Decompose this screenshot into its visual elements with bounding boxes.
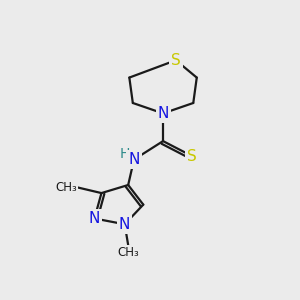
Text: N: N (119, 217, 130, 232)
Text: N: N (158, 106, 169, 121)
Text: N: N (89, 211, 100, 226)
Text: S: S (171, 53, 181, 68)
Text: N: N (128, 152, 140, 167)
Text: H: H (119, 147, 130, 161)
Text: CH₃: CH₃ (117, 246, 139, 259)
Text: CH₃: CH₃ (55, 181, 77, 194)
Text: S: S (187, 148, 197, 164)
